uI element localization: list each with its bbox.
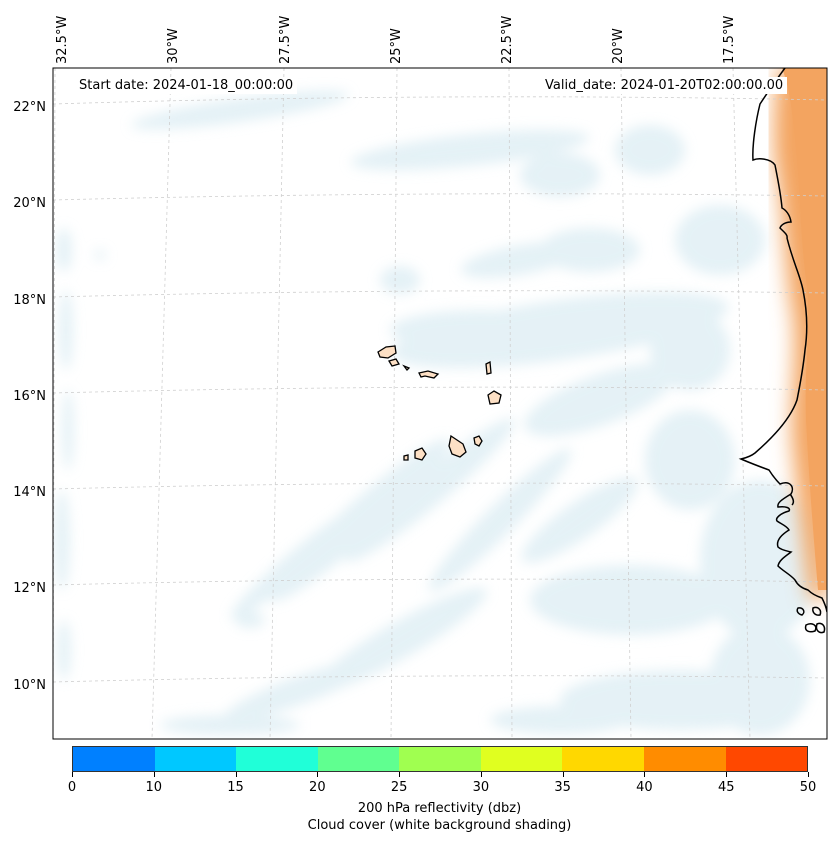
lon-label: 30°W <box>166 28 181 64</box>
colorbar-segment <box>236 747 318 771</box>
island-sal <box>485 360 492 375</box>
map-frame <box>52 67 828 740</box>
colorbar-tick-label: 0 <box>67 780 77 795</box>
lat-label: 14°N <box>13 485 46 500</box>
colorbar-segment <box>399 747 481 771</box>
colorbar-tick <box>808 772 809 777</box>
lat-label: 16°N <box>13 389 46 404</box>
colorbar-tick <box>480 772 482 777</box>
cape-verde-islands <box>377 345 502 461</box>
longitude-labels: 32.5°W 30°W 27.5°W 25°W 22.5°W 20°W 17.5… <box>55 16 737 64</box>
latitude-labels: 22°N 20°N 18°N 16°N 14°N 12°N 10°N <box>13 100 46 693</box>
lat-label: 18°N <box>13 293 46 308</box>
colorbar-tick-label: 20 <box>309 780 326 795</box>
colorbar-tick <box>153 772 155 777</box>
start-date-label: Start date: 2024-01-18_00:00:00 <box>75 77 298 94</box>
lon-label: 20°W <box>611 28 626 64</box>
colorbar-tick-label: 45 <box>717 780 735 795</box>
colorbar-title: 200 hPa reflectivity (dbz) <box>357 801 522 816</box>
colorbar-tick-label: 25 <box>390 780 408 795</box>
colorbar-tick-label: 40 <box>636 780 653 795</box>
lon-label: 27.5°W <box>278 16 293 64</box>
colorbar-segment <box>73 747 155 771</box>
colorbar-tick-label: 30 <box>472 780 490 795</box>
colorbar-tick <box>562 772 564 777</box>
colorbar-segment <box>480 747 563 771</box>
lat-label: 12°N <box>13 581 46 596</box>
cloud-cover-shading <box>54 90 820 735</box>
lat-label: 20°N <box>13 196 46 211</box>
island-santo-antao <box>377 345 397 359</box>
colorbar-tick <box>72 772 73 777</box>
reflectivity-shading <box>773 68 827 600</box>
island-maio <box>473 435 483 447</box>
west-africa-coastline <box>738 68 827 634</box>
island-sao-nicolau <box>418 370 440 379</box>
lat-label: 10°N <box>13 678 46 693</box>
colorbar-tick-label: 10 <box>145 780 163 795</box>
lon-label: 25°W <box>389 28 404 64</box>
island-boa-vista <box>487 390 502 405</box>
island-sao-vicente <box>388 358 400 367</box>
valid-date-label: Valid_date: 2024-01-20T02:00:00.00 <box>541 77 788 94</box>
colorbar-segment <box>725 747 808 771</box>
colorbar-segment <box>317 747 400 771</box>
colorbar-tick-label: 35 <box>554 780 571 795</box>
island-fogo <box>414 447 427 461</box>
lon-label: 22.5°W <box>500 16 515 64</box>
colorbar-subtitle: Cloud cover (white background shading) <box>307 818 572 833</box>
island-santiago <box>448 434 467 458</box>
colorbar-segment <box>562 747 644 771</box>
lon-label: 32.5°W <box>55 16 70 64</box>
colorbar-tick <box>726 772 728 777</box>
colorbar-tick-label: 50 <box>799 780 817 795</box>
colorbar-tick <box>399 772 401 777</box>
colorbar-tick <box>317 772 319 777</box>
colorbar-tick <box>235 772 237 777</box>
colorbar-tick-label: 15 <box>227 780 244 795</box>
colorbar-segment <box>154 747 237 771</box>
colorbar <box>72 746 808 772</box>
island-brava <box>403 454 409 461</box>
island-santa-luzia <box>402 364 411 371</box>
lat-label: 22°N <box>13 100 46 115</box>
lon-label: 17.5°W <box>722 16 737 64</box>
colorbar-tick <box>644 772 646 777</box>
colorbar-segment <box>643 747 726 771</box>
